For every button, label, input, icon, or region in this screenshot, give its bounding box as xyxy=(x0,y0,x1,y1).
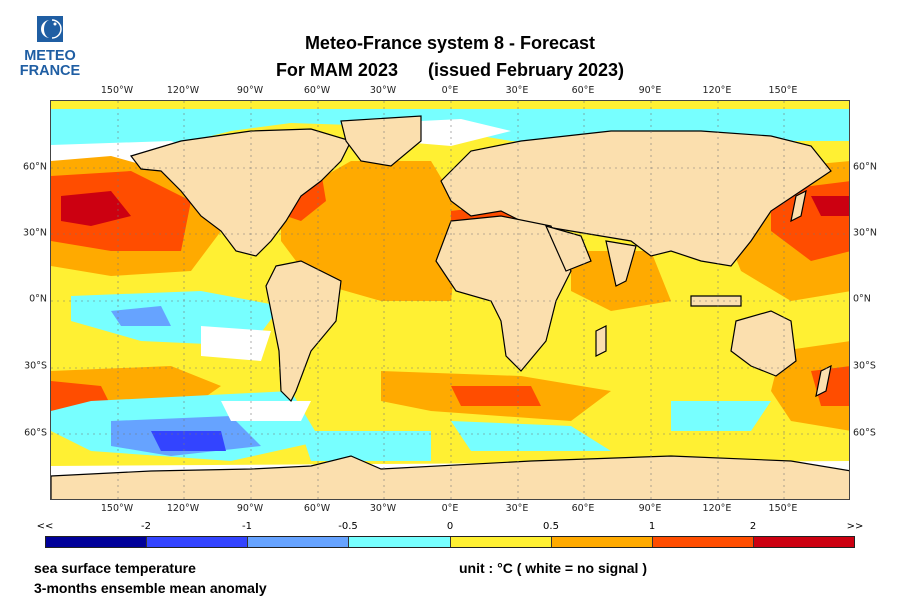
lat-label-left: 30°S xyxy=(24,360,47,372)
lat-label-left: 30°N xyxy=(23,227,47,239)
graticule-lines xyxy=(51,101,849,499)
logo-text-line2: FRANCE xyxy=(19,63,81,79)
lon-label-top: 90°E xyxy=(638,85,662,96)
description-label: 3-months ensemble mean anomaly xyxy=(34,580,267,596)
colorbar-tick: -2 xyxy=(141,521,151,532)
unit-note: unit : °C ( white = no signal ) xyxy=(459,560,647,576)
colorbar-tick: 0.5 xyxy=(543,521,559,532)
logo-emblem-icon xyxy=(37,16,63,42)
lon-label-top: 150°E xyxy=(768,85,798,96)
lon-label-top: 30°E xyxy=(505,85,529,96)
colorbar-bin xyxy=(349,537,451,547)
lon-label-top: 120°E xyxy=(702,85,732,96)
sst-anomaly-map xyxy=(50,100,850,500)
lon-label-bottom: 150°W xyxy=(100,503,134,514)
lon-label-top: 120°W xyxy=(166,85,200,96)
colorbar-bin xyxy=(147,537,249,547)
lon-label-bottom: 30°W xyxy=(369,503,397,514)
colorbar-tick: << xyxy=(36,521,54,532)
land-masses xyxy=(51,115,849,499)
colorbar-tick: 1 xyxy=(648,521,656,532)
colorbar-bin xyxy=(450,537,552,547)
lat-label-left: 0°N xyxy=(29,293,47,305)
chart-title: Meteo-France system 8 - Forecast For MAM… xyxy=(250,30,650,84)
lon-label-top: 0°E xyxy=(441,85,459,96)
lon-label-bottom: 90°E xyxy=(638,503,662,514)
lon-label-top: 150°W xyxy=(100,85,134,96)
colorbar-tick: -1 xyxy=(242,521,252,532)
colorbar-bin xyxy=(46,537,148,547)
lat-label-right: 60°N xyxy=(853,161,877,173)
lat-label-right: 60°S xyxy=(853,427,876,439)
lon-label-bottom: 0°E xyxy=(441,503,459,514)
meteo-france-logo: METEO FRANCE xyxy=(17,16,83,86)
colorbar-tick: -0.5 xyxy=(338,521,358,532)
colorbar-bin xyxy=(248,537,350,547)
lon-label-bottom: 90°W xyxy=(236,503,264,514)
title-line1: Meteo-France system 8 - Forecast xyxy=(304,33,596,53)
colorbar-tick: 2 xyxy=(749,521,757,532)
lat-label-left: 60°S xyxy=(24,427,47,439)
lon-label-top: 60°E xyxy=(571,85,595,96)
colorbar-bin xyxy=(652,537,754,547)
lon-label-top: 90°W xyxy=(236,85,264,96)
colorbar-tick: 0 xyxy=(446,521,454,532)
lat-label-left: 60°N xyxy=(23,161,47,173)
lon-label-bottom: 60°W xyxy=(303,503,331,514)
lon-label-bottom: 150°E xyxy=(768,503,798,514)
colorbar-bin xyxy=(551,537,653,547)
lon-label-top: 60°W xyxy=(303,85,331,96)
colorbar-bin xyxy=(753,537,854,547)
lat-label-right: 30°S xyxy=(853,360,876,372)
lon-label-bottom: 120°W xyxy=(166,503,200,514)
variable-label: sea surface temperature xyxy=(34,560,196,576)
lon-label-bottom: 30°E xyxy=(505,503,529,514)
lon-label-bottom: 60°E xyxy=(571,503,595,514)
colorbar-tick-labels: << -2 -1 -0.5 0 0.5 1 2 >> xyxy=(0,521,900,535)
lat-label-right: 0°N xyxy=(853,293,871,305)
colorbar xyxy=(45,536,855,548)
colorbar-tick: >> xyxy=(846,521,864,532)
logo-text-line1: METEO xyxy=(24,48,76,64)
title-line2: For MAM 2023 (issued February 2023) xyxy=(275,60,625,80)
lon-label-bottom: 120°E xyxy=(702,503,732,514)
lat-label-right: 30°N xyxy=(853,227,877,239)
lon-label-top: 30°W xyxy=(369,85,397,96)
